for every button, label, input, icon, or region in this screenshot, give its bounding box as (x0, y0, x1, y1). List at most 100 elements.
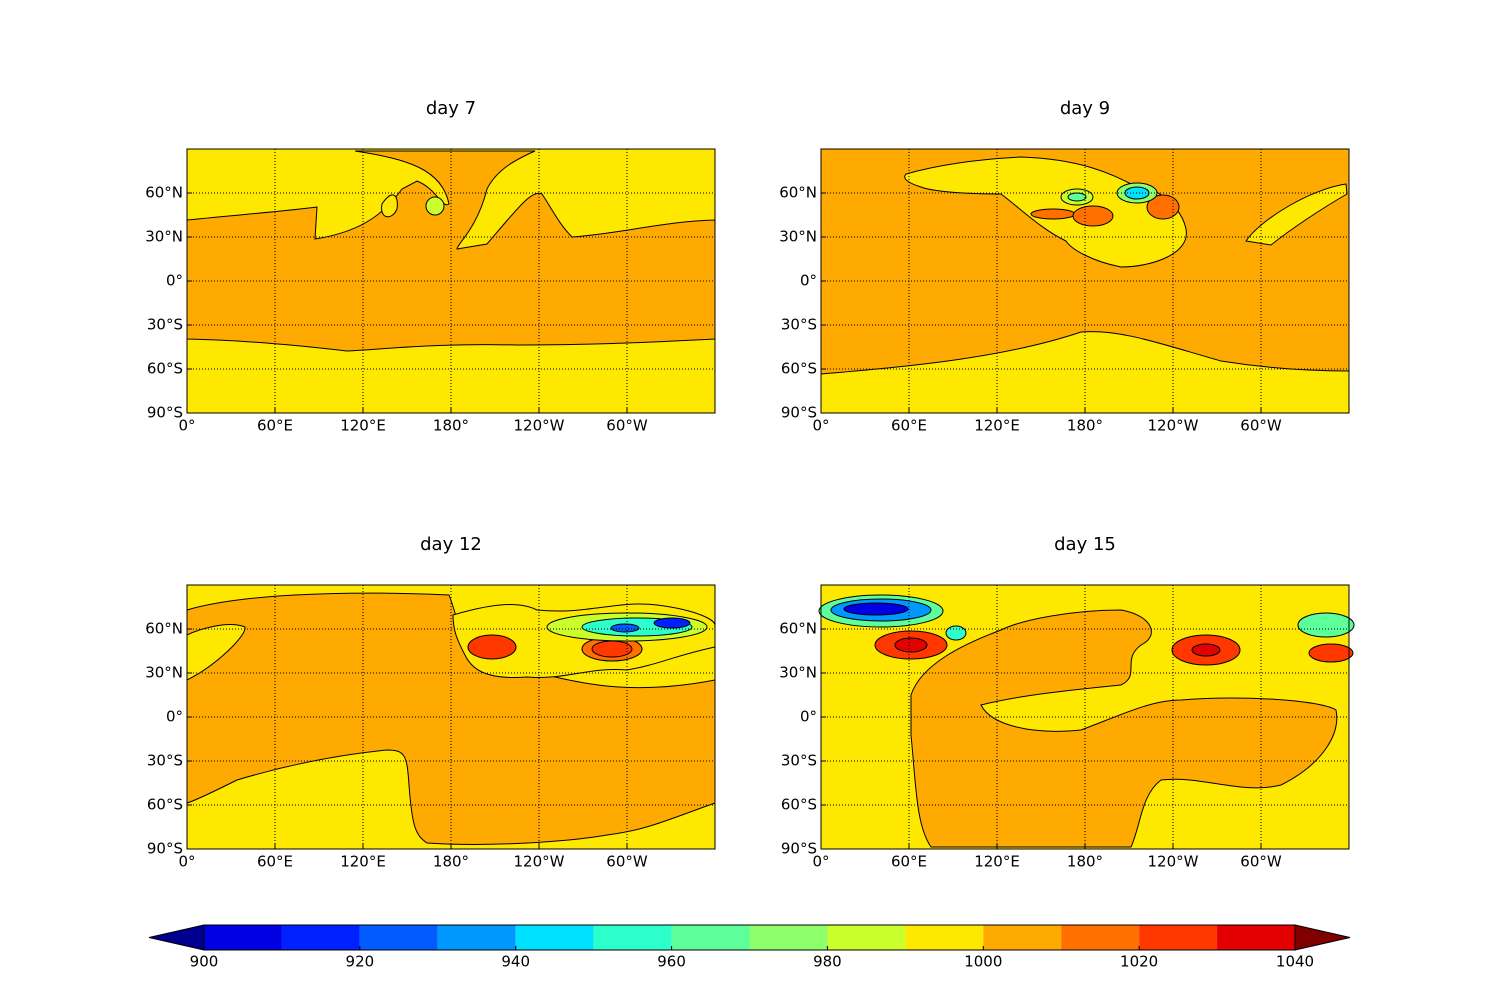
x-tick-label: 120°W (514, 853, 565, 871)
x-tick-label: 180° (433, 417, 469, 435)
colorbar-cell (1139, 925, 1218, 950)
y-tick-label: 0° (166, 272, 183, 290)
chart-title: day 7 (426, 98, 476, 119)
contour-region (1067, 192, 1087, 202)
contour-region (381, 194, 398, 218)
colorbar-cell (593, 925, 672, 950)
colorbar-cell (515, 925, 594, 950)
y-tick-label: 60°N (145, 620, 183, 638)
y-tick-label: 60°S (781, 796, 817, 814)
x-tick-label: 120°E (974, 853, 1020, 871)
colorbar-tick-label: 1020 (1120, 953, 1158, 971)
x-tick-label: 60°W (1240, 417, 1282, 435)
x-tick-label: 180° (1067, 417, 1103, 435)
x-tick-label: 0° (178, 853, 195, 871)
y-tick-label: 0° (800, 708, 817, 726)
x-tick-label: 120°W (514, 417, 565, 435)
contour-region (894, 637, 928, 653)
x-tick-label: 120°W (1148, 417, 1199, 435)
x-tick-label: 60°E (891, 853, 927, 871)
y-tick-label: 60°N (145, 184, 183, 202)
colorbar-cell (671, 925, 750, 950)
contour-region (910, 609, 1338, 848)
colorbar-tick-label: 1040 (1276, 953, 1314, 971)
contour-region (1297, 612, 1355, 638)
y-tick-label: 90°S (147, 840, 183, 858)
x-tick-label: 60°W (606, 417, 648, 435)
y-tick-label: 30°N (779, 228, 817, 246)
colorbar-tick-label: 940 (501, 953, 530, 971)
y-tick-label: 0° (166, 708, 183, 726)
y-tick-label: 60°S (781, 360, 817, 378)
colorbar-cell (281, 925, 360, 950)
plot-frame (186, 584, 716, 850)
y-tick-label: 30°S (781, 316, 817, 334)
plot-frame (820, 584, 1350, 850)
contour-region (653, 617, 691, 629)
contour-region (1245, 183, 1348, 246)
colorbar-cell (749, 925, 828, 950)
y-tick-label: 30°N (145, 664, 183, 682)
x-tick-label: 120°E (340, 417, 386, 435)
colorbar-frame (203, 924, 1296, 951)
colorbar-over (1294, 924, 1351, 951)
plot-frame (186, 148, 716, 414)
y-tick-label: 60°N (779, 184, 817, 202)
x-tick-label: 180° (1067, 853, 1103, 871)
x-tick-label: 120°E (974, 417, 1020, 435)
y-tick-label: 90°S (781, 404, 817, 422)
y-tick-label: 30°S (781, 752, 817, 770)
chart-title: day 12 (420, 534, 482, 555)
contour-region (1072, 205, 1114, 227)
contour-region (591, 640, 633, 658)
y-tick-label: 90°S (147, 404, 183, 422)
contour-region (820, 331, 1350, 414)
y-tick-label: 30°S (147, 752, 183, 770)
contour-region (610, 623, 640, 633)
y-tick-label: 60°S (147, 360, 183, 378)
y-tick-label: 0° (800, 272, 817, 290)
x-tick-label: 60°E (891, 417, 927, 435)
x-tick-label: 60°E (257, 417, 293, 435)
colorbar-cell (359, 925, 438, 950)
contour-region (1191, 643, 1221, 657)
colorbar-tick-label: 920 (346, 953, 375, 971)
colorbar-cell (905, 925, 984, 950)
x-tick-label: 60°E (257, 853, 293, 871)
colorbar-cell (983, 925, 1062, 950)
x-tick-label: 0° (178, 417, 195, 435)
contour-region (186, 592, 716, 845)
contour-region (1308, 643, 1354, 663)
y-tick-label: 30°N (779, 664, 817, 682)
x-tick-label: 120°E (340, 853, 386, 871)
contour-region (467, 634, 517, 660)
y-tick-label: 30°N (145, 228, 183, 246)
x-tick-label: 180° (433, 853, 469, 871)
chart-title: day 15 (1054, 534, 1116, 555)
y-tick-label: 30°S (147, 316, 183, 334)
colorbar-tick-label: 960 (657, 953, 686, 971)
contour-region (1030, 208, 1076, 220)
y-tick-label: 60°N (779, 620, 817, 638)
colorbar-cell (1217, 925, 1295, 950)
contour-region (945, 625, 967, 641)
x-tick-label: 0° (812, 853, 829, 871)
contour-region (843, 602, 909, 616)
y-tick-label: 60°S (147, 796, 183, 814)
x-tick-label: 60°W (1240, 853, 1282, 871)
x-tick-label: 60°W (606, 853, 648, 871)
colorbar-cell (204, 925, 282, 950)
colorbar-cell (827, 925, 906, 950)
contour-region (425, 196, 445, 216)
colorbar-tick-label: 900 (190, 953, 219, 971)
y-tick-label: 90°S (781, 840, 817, 858)
colorbar-tick-label: 1000 (964, 953, 1002, 971)
colorbar-cell (437, 925, 516, 950)
contour-region (1146, 194, 1180, 220)
plot-frame (820, 148, 1350, 414)
colorbar-cell (1061, 925, 1140, 950)
colorbar-tick-label: 980 (813, 953, 842, 971)
x-tick-label: 120°W (1148, 853, 1199, 871)
x-tick-label: 0° (812, 417, 829, 435)
